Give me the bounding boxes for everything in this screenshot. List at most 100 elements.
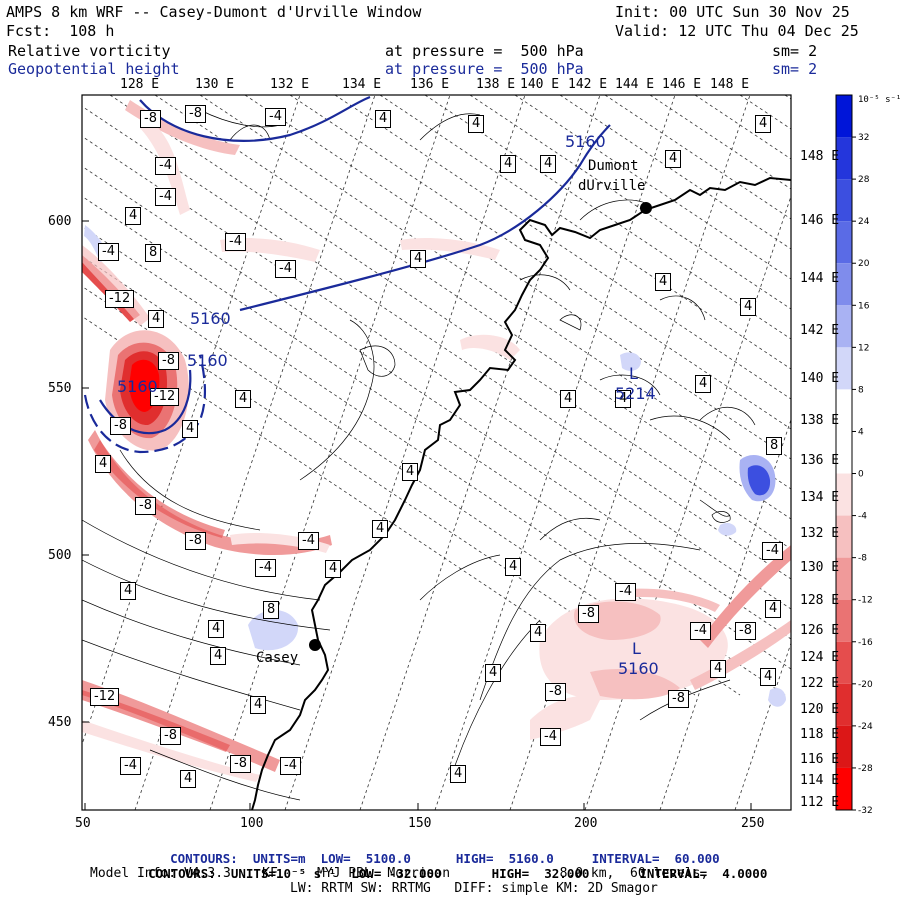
vorticity-contour-label: 4	[208, 620, 225, 638]
colorbar-label: -4	[858, 512, 867, 522]
y-tick-label: 550	[48, 381, 72, 396]
low-marker-letter: L	[629, 364, 638, 383]
place-label-dumont: Dumont	[588, 158, 639, 174]
map-title: AMPS 8 km WRF -- Casey-Dumont d'Urville …	[6, 3, 422, 21]
vorticity-contour-label: -4	[762, 542, 783, 560]
colorbar-label: -20	[858, 680, 873, 690]
colorbar-label: 32	[858, 133, 869, 143]
top-lon-label: 130 E	[195, 77, 235, 92]
colorbar-swatch	[836, 347, 852, 390]
vorticity-contour-label: -12	[150, 388, 180, 406]
footer-line1-interval: INTERVAL= 60.000	[591, 851, 720, 866]
vorticity-contour-label: -8	[135, 497, 156, 515]
field1-pressure: at pressure = 500 hPa	[385, 42, 584, 60]
footer-line2: CONTOURS: UNITS=10⁻⁵ s⁻¹ LOW= -32.000 HIG…	[133, 851, 767, 881]
vorticity-contour-label: 4	[740, 298, 757, 316]
low-marker-letter: L	[632, 639, 641, 658]
vorticity-contour-label: 4	[182, 420, 199, 438]
vorticity-contour-label: -4	[540, 728, 561, 746]
colorbar-swatch	[836, 389, 852, 432]
right-lon-label: 142 E	[800, 323, 840, 338]
colorbar-swatch	[836, 683, 852, 726]
y-tick-label: 450	[48, 715, 72, 730]
colorbar-swatch	[836, 431, 852, 474]
field2-name: Geopotential height	[8, 60, 180, 78]
footer-line1-high: HIGH= 5160.0	[455, 851, 554, 866]
colorbar-label: 12	[858, 343, 869, 353]
vorticity-contour-label: 4	[500, 155, 517, 173]
colorbar-label: 16	[858, 301, 870, 311]
footer-line3: Model Info: V4.3.3 KF MYJ PBL Morrison 8…	[90, 866, 709, 881]
vorticity-contour-label: 4	[148, 310, 165, 328]
x-tick-label: 50	[75, 816, 91, 831]
colorbar-label: 4	[858, 427, 864, 437]
right-lon-label: 140 E	[800, 371, 840, 386]
top-lon-label: 146 E	[662, 77, 702, 92]
vorticity-contour-label: -4	[280, 757, 301, 775]
colorbar-label: -12	[858, 596, 873, 606]
colorbar-swatch	[836, 473, 852, 516]
top-lon-label: 136 E	[410, 77, 450, 92]
vorticity-contours	[82, 109, 756, 801]
footer-line1-prefix: CONTOURS: UNITS=m LOW= 5100.0	[170, 851, 411, 866]
colorbar-label: -16	[858, 638, 873, 648]
vorticity-contour-label: -4	[255, 559, 276, 577]
right-lon-label: 116 E	[800, 752, 840, 767]
footer-line2-high: HIGH= 32.000	[491, 866, 590, 881]
vorticity-contour-label: 4	[765, 600, 782, 618]
colorbar-label: 8	[858, 385, 864, 395]
vorticity-contour-label: -4	[155, 157, 176, 175]
low-marker-value: 5160	[618, 659, 659, 678]
vorticity-contour-label: 4	[710, 660, 727, 678]
vorticity-contour-label: 4	[615, 390, 632, 408]
vorticity-contour-label: -12	[105, 290, 135, 308]
vorticity-contour-label: -4	[690, 622, 711, 640]
vorticity-contour-label: -8	[160, 727, 181, 745]
colorbar-swatch	[836, 179, 852, 222]
vorticity-contour-label: -8	[578, 605, 599, 623]
right-lon-label: 132 E	[800, 526, 840, 541]
footer-line4: LW: RRTM SW: RRTMG DIFF: simple KM: 2D S…	[290, 881, 658, 896]
footer-line1: CONTOURS: UNITS=m LOW= 5100.0 HIGH= 5160.…	[155, 836, 720, 866]
vorticity-contour-label: -8	[668, 690, 689, 708]
colorbar-swatch	[836, 557, 852, 600]
vorticity-contour-label: 4	[540, 155, 557, 173]
right-lon-label: 138 E	[800, 413, 840, 428]
vorticity-contour-label: 4	[372, 520, 389, 538]
valid-time: Valid: 12 UTC Thu 04 Dec 25	[615, 22, 859, 40]
colorbar-label: -24	[858, 722, 873, 732]
vorticity-contour-label: 8	[766, 437, 783, 455]
x-tick-label: 100	[240, 816, 264, 831]
vorticity-contour-label: -4	[120, 757, 141, 775]
vorticity-contour-label: 4	[402, 463, 419, 481]
station-dot-dumont	[640, 202, 652, 214]
colorbar-label: -8	[858, 554, 867, 564]
vorticity-contour-label: 4	[210, 647, 227, 665]
vorticity-contour-label: 4	[325, 560, 342, 578]
right-lon-label: 112 E	[800, 795, 840, 810]
colorbar-swatch	[836, 305, 852, 348]
field2-smoothing: sm= 2	[772, 60, 818, 78]
right-lon-label: 122 E	[800, 676, 840, 691]
colorbar-label: 20	[858, 259, 870, 269]
colorbar-swatch	[836, 725, 852, 768]
right-lon-label: 126 E	[800, 623, 840, 638]
vorticity-contour-label: 4	[505, 558, 522, 576]
y-tick-label: 600	[48, 214, 72, 229]
station-dot-casey	[309, 639, 321, 651]
top-lon-label: 140 E	[520, 77, 560, 92]
right-lon-label: 118 E	[800, 727, 840, 742]
x-tick-label: 250	[741, 816, 765, 831]
top-lon-label: 134 E	[342, 77, 382, 92]
colorbar-label: 28	[858, 175, 870, 185]
colorbar-swatch	[836, 515, 852, 558]
init-time: Init: 00 UTC Sun 30 Nov 25	[615, 3, 850, 21]
vorticity-contour-label: 4	[410, 250, 427, 268]
field1-smoothing: sm= 2	[772, 42, 818, 60]
height-contour-label: 5160	[117, 377, 158, 396]
vorticity-contour-label: 4	[655, 273, 672, 291]
right-lon-label: 128 E	[800, 593, 840, 608]
height-contour-label: 5160	[565, 132, 606, 151]
vorticity-contour-label: 8	[145, 244, 162, 262]
vorticity-contour-label: 4	[250, 696, 267, 714]
